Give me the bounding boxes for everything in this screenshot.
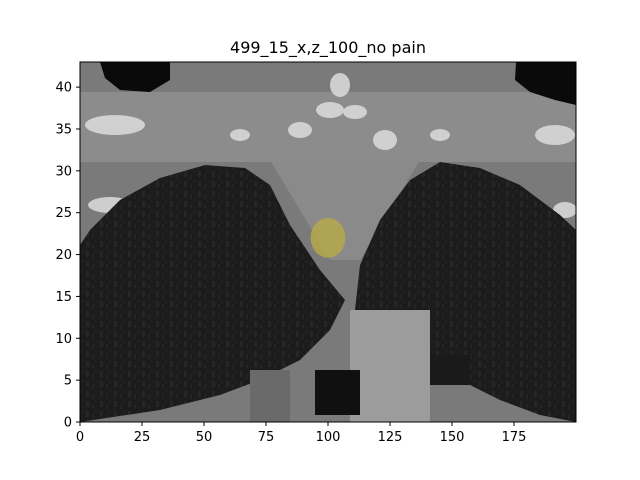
heart-region [350,310,430,422]
dark-structure-right [430,355,470,385]
x-tick-label: 100 [316,430,341,445]
y-tick-label: 20 [55,248,72,263]
y-tick-label: 5 [64,374,72,389]
ct-image [80,62,576,422]
x-axis: 0 25 50 75 100 125 150 175 [76,422,527,445]
y-tick-label: 30 [55,164,72,179]
x-tick-label: 0 [76,430,84,445]
y-axis: 0 5 10 15 20 25 30 35 40 [55,81,80,431]
x-tick-label: 175 [502,430,527,445]
x-tick-label: 75 [258,430,275,445]
y-tick-label: 35 [55,122,72,137]
left-lung-field [80,165,345,422]
x-tick-label: 50 [196,430,213,445]
dark-region-top-right [515,62,576,105]
y-tick-label: 25 [55,206,72,221]
y-tick-label: 0 [64,416,72,431]
y-tick-label: 10 [55,332,72,347]
x-tick-label: 150 [440,430,465,445]
y-tick-label: 15 [55,290,72,305]
dark-structure-bottom [315,370,360,415]
dark-region-top-left [100,62,170,92]
right-lung-field [355,162,576,422]
overlay-marker [310,217,346,258]
plot-title: 499_15_x,z_100_no pain [230,38,426,57]
bone-structures [85,73,576,218]
x-tick-label: 125 [378,430,403,445]
x-tick-label: 25 [134,430,151,445]
y-tick-label: 40 [55,81,72,96]
mediastinum [270,160,420,260]
tissue-bottom-left [250,370,290,422]
